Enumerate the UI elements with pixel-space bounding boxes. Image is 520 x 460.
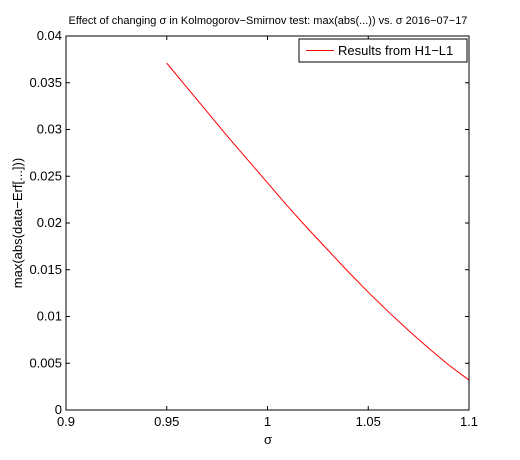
x-tick-label: 1.05 xyxy=(356,414,381,429)
x-axis: 0.9 0.95 1 1.05 1.1 xyxy=(57,36,478,429)
legend-label: Results from H1−L1 xyxy=(338,43,453,58)
plot-frame xyxy=(65,35,470,411)
series-line xyxy=(166,62,470,381)
y-axis-label: max(abs(data−Erf[...])) xyxy=(10,158,25,288)
y-tick-label: 0.015 xyxy=(29,262,62,277)
series-layer xyxy=(166,62,470,381)
y-tick-label: 0.03 xyxy=(37,122,62,137)
legend-box xyxy=(298,38,468,63)
x-tick-label: 1.1 xyxy=(460,414,478,429)
x-tick-label: 1 xyxy=(264,414,271,429)
y-tick-label: 0.01 xyxy=(37,309,62,324)
x-tick-label: 0.9 xyxy=(57,414,75,429)
y-tick-label: 0.005 xyxy=(29,355,62,370)
y-tick-label: 0.025 xyxy=(29,168,62,183)
x-tick-label: 0.95 xyxy=(154,414,179,429)
plot-area xyxy=(66,36,469,410)
legend: Results from H1−L1 xyxy=(298,38,468,63)
x-axis-label: σ xyxy=(264,432,272,447)
y-tick-label: 0.02 xyxy=(37,215,62,230)
y-tick-label: 0 xyxy=(55,402,62,417)
y-tick-label: 0.04 xyxy=(37,28,62,43)
y-tick-label: 0.035 xyxy=(29,75,62,90)
chart-title: Effect of changing σ in Kolmogorov−Smirn… xyxy=(69,15,468,27)
y-axis: 0 0.005 0.01 0.015 0.02 0.025 0.03 0.035 0.04 xyxy=(29,28,469,417)
